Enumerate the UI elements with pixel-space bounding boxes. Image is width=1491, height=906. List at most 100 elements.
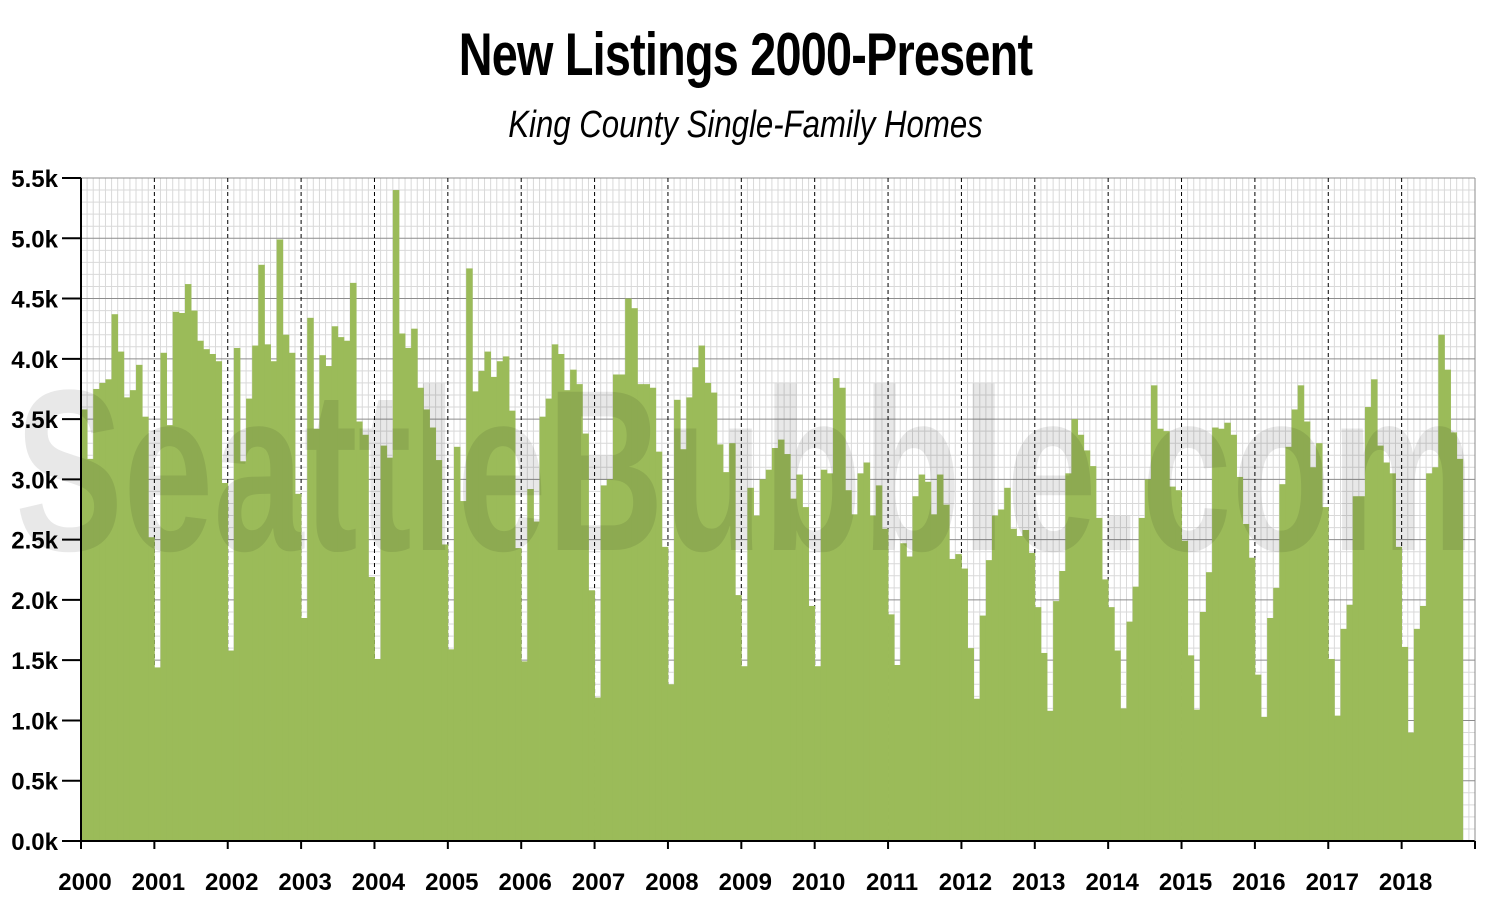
bar [1438, 334, 1445, 841]
bar [710, 392, 718, 841]
bar [1126, 621, 1134, 841]
y-tick-label: 5.5k [11, 166, 58, 193]
x-tick-label: 2013 [1012, 869, 1065, 896]
bar [319, 355, 326, 841]
bar [405, 347, 412, 841]
bar [1028, 552, 1036, 841]
bar [478, 370, 485, 841]
bar [1236, 476, 1244, 841]
bar [460, 501, 467, 841]
bar [1212, 427, 1219, 841]
bar [288, 352, 296, 841]
bar [1132, 586, 1140, 841]
x-tick-label: 2008 [645, 869, 698, 896]
bar [606, 479, 614, 841]
bar [453, 446, 461, 841]
bar [1285, 446, 1292, 841]
bar [1218, 428, 1225, 841]
y-tick-label: 1.0k [11, 708, 58, 735]
bar [1340, 628, 1348, 841]
bar [570, 369, 577, 841]
bar [1175, 490, 1182, 841]
x-tick-label: 2017 [1306, 869, 1359, 896]
bar [771, 448, 779, 841]
bar [484, 351, 492, 841]
y-tick-label: 0.5k [11, 769, 58, 796]
bar [1371, 379, 1378, 841]
bar [796, 474, 803, 841]
bar [203, 349, 210, 841]
bar [270, 361, 278, 841]
bar [1187, 655, 1195, 841]
bar [625, 298, 632, 842]
bar [680, 449, 687, 841]
x-tick-label: 2014 [1085, 869, 1139, 896]
bar [643, 384, 651, 841]
bar [502, 356, 510, 841]
watermark: SeattleBubble.com [15, 342, 1475, 599]
bar [178, 313, 186, 842]
bar [912, 496, 920, 841]
bar [1444, 369, 1451, 841]
bar [447, 649, 455, 841]
axes [62, 177, 1476, 849]
bar [490, 376, 498, 841]
bar [1261, 716, 1268, 841]
bar [172, 311, 180, 842]
bar [1205, 572, 1213, 841]
bar [1291, 409, 1299, 841]
bar [753, 515, 761, 841]
bar [294, 493, 302, 841]
bar [839, 387, 846, 841]
bar [1413, 628, 1421, 841]
bar [313, 428, 320, 841]
y-axis-tick-labels: 0.0k 0.5k 1.0k 1.5k 2.0k 2.5k 3.0k 3.5k 4.0k 4.5k… [11, 166, 58, 856]
bar [1383, 462, 1390, 841]
bar [875, 485, 883, 841]
x-axis-tick-labels: 2000 2001 2002 2003 2004 2005 2006 2007 2008 2009… [58, 869, 1432, 896]
bar [258, 264, 265, 841]
bar [631, 308, 638, 841]
bar [368, 577, 375, 841]
bar [539, 416, 547, 841]
y-tick-label: 0.0k [11, 829, 58, 856]
bar [1059, 570, 1066, 841]
bar [1010, 528, 1017, 841]
bar [472, 391, 479, 841]
bar [649, 387, 657, 841]
bar [655, 451, 663, 841]
bar [802, 507, 809, 841]
chart-title: New Listings 2000-Present [458, 21, 1033, 88]
bar [1144, 479, 1152, 841]
bar [765, 469, 773, 841]
bar [790, 498, 797, 841]
bar [735, 595, 742, 841]
chart-subtitle: King County Single-Family Homes [508, 104, 983, 146]
bar [392, 190, 400, 841]
bar [129, 390, 137, 841]
bar [1077, 434, 1085, 841]
bar [1432, 467, 1439, 841]
bar [741, 666, 748, 841]
bar [350, 282, 357, 842]
x-tick-label: 2001 [132, 869, 185, 896]
bar [148, 537, 155, 841]
bar [246, 398, 253, 841]
x-tick-label: 2016 [1232, 869, 1285, 896]
bar [301, 617, 308, 841]
bar [857, 473, 864, 841]
bar [1407, 732, 1415, 841]
bar [374, 658, 381, 841]
bar [637, 384, 644, 841]
bar [1389, 473, 1396, 841]
bar [1089, 466, 1097, 841]
bar [276, 239, 284, 842]
bar [423, 409, 430, 841]
bar [985, 560, 993, 841]
bar [900, 543, 907, 841]
bar [826, 473, 834, 841]
bar [1065, 473, 1072, 841]
bar [924, 481, 932, 841]
bar [594, 697, 602, 841]
y-tick-label: 2.5k [11, 528, 58, 555]
